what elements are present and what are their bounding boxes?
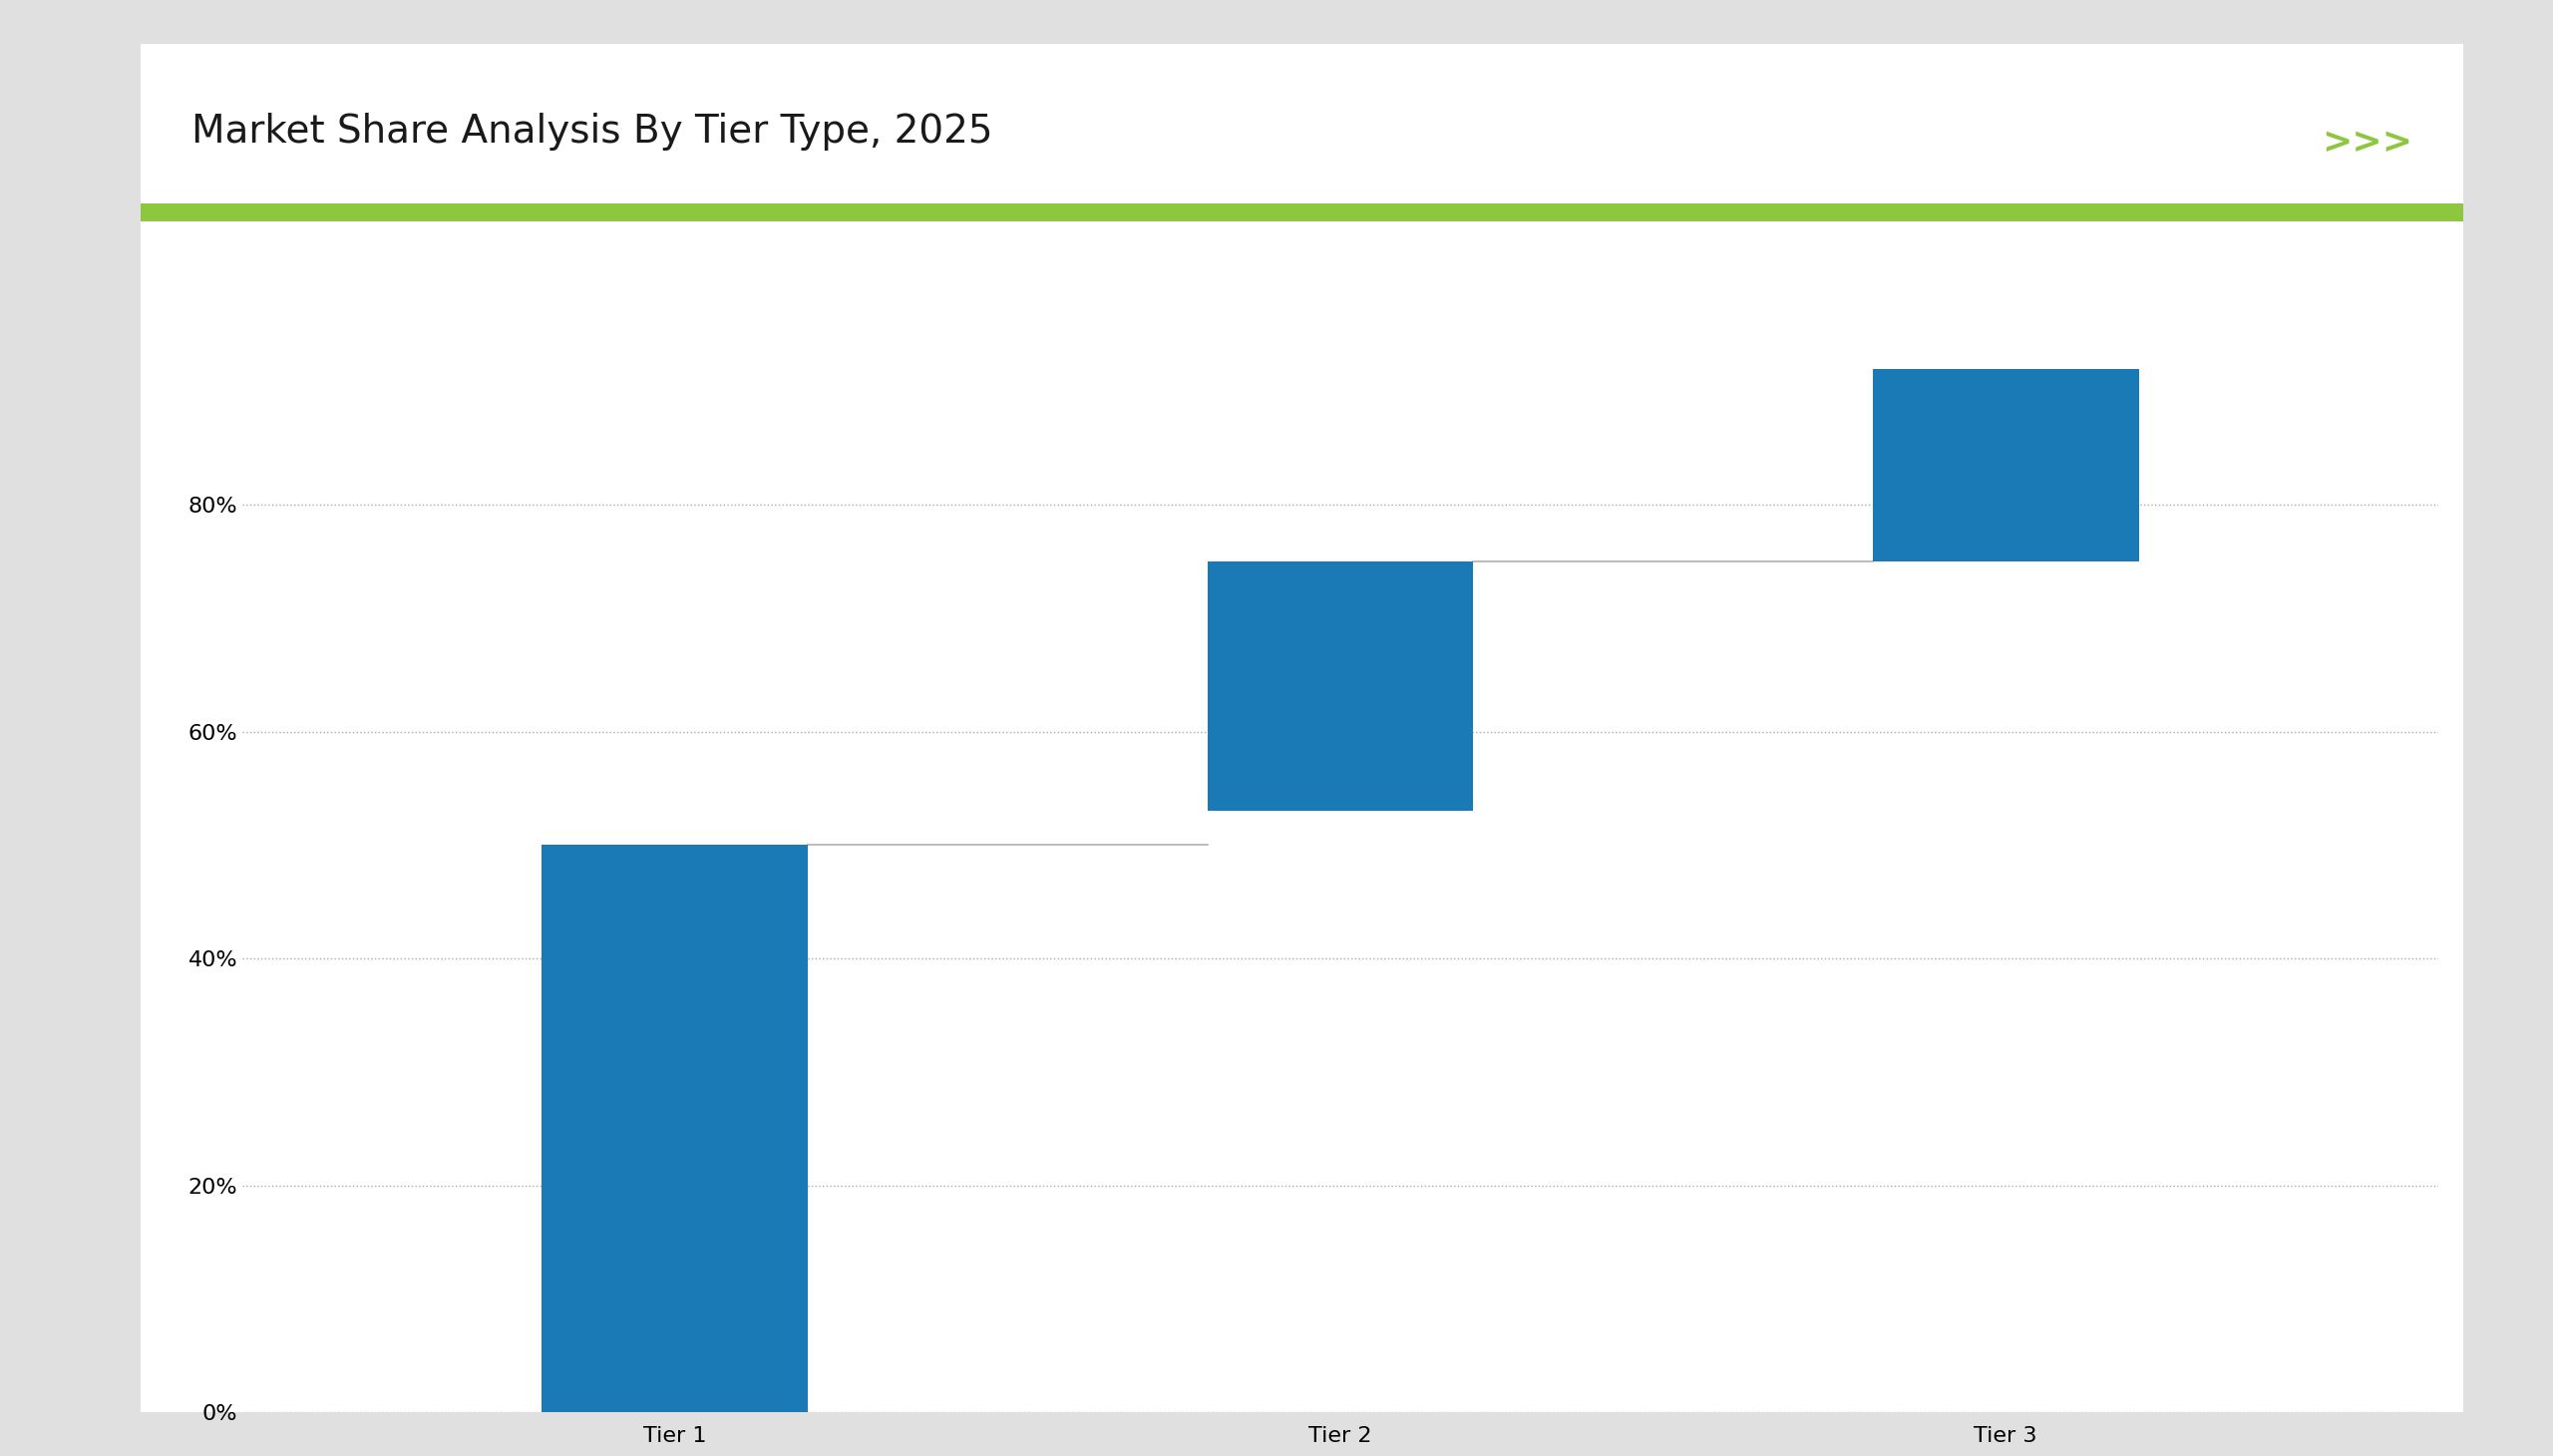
Text: Market Share Analysis By Tier Type, 2025: Market Share Analysis By Tier Type, 2025	[191, 112, 993, 151]
Bar	[1871, 368, 2139, 562]
Text: >>>: >>>	[2321, 127, 2413, 160]
Bar	[541, 844, 809, 1412]
Bar	[1208, 562, 1473, 811]
